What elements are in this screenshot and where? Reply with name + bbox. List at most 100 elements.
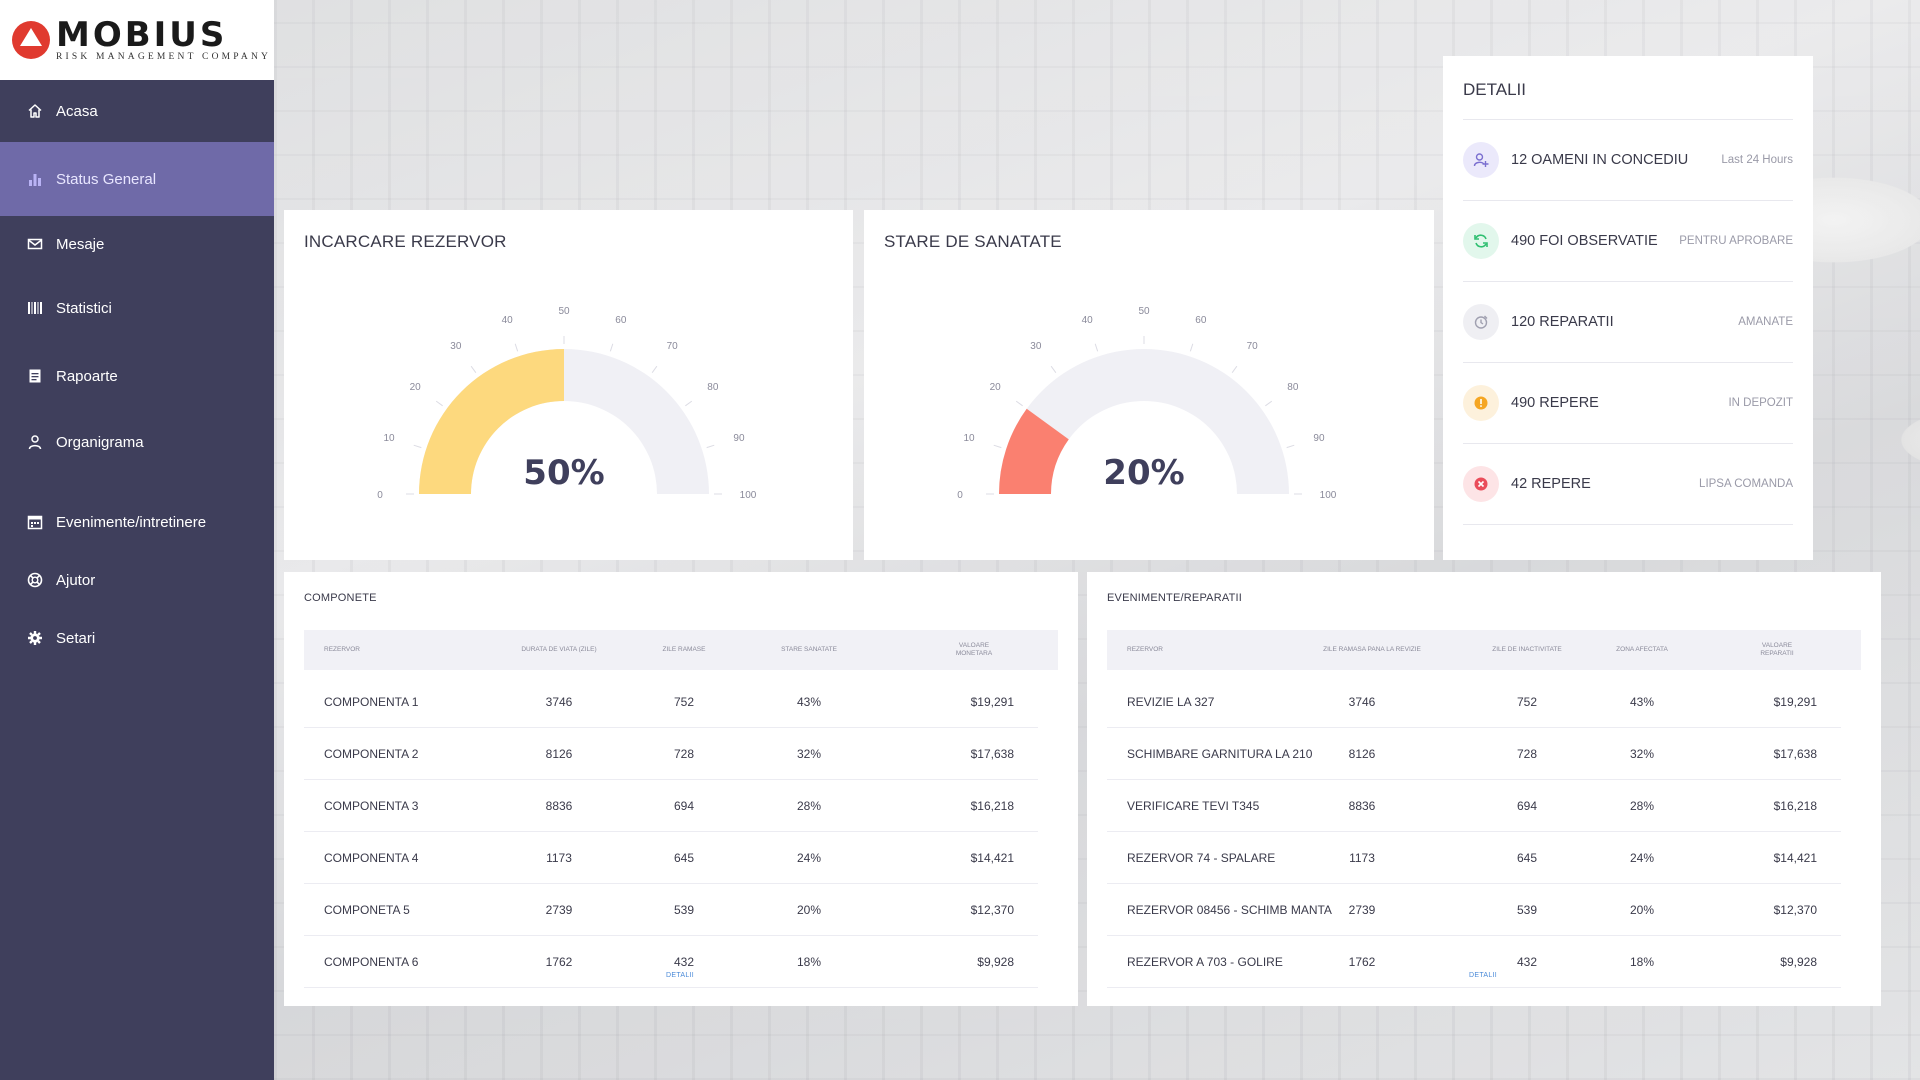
evenimente-table-card: EVENIMENTE/REPARATII REZERVOR ZILE RAMAS… xyxy=(1087,572,1881,1006)
detalii-link[interactable]: DETALII xyxy=(666,972,695,979)
gauge-tick-label: 80 xyxy=(1287,382,1299,393)
table-cell: 432 xyxy=(673,955,695,969)
table-cell: $14,421 xyxy=(970,851,1014,865)
table-cell: 24% xyxy=(796,851,822,865)
table-cell: 645 xyxy=(673,851,695,865)
gauge-tick-label: 70 xyxy=(667,341,679,352)
table-cell: 539 xyxy=(1516,903,1538,917)
sidebar-item-acasa[interactable]: Acasa xyxy=(0,80,274,142)
sidebar-item-organigrama[interactable]: Organigrama xyxy=(0,414,274,470)
details-text: 490 FOI OBSERVATIE xyxy=(1511,233,1658,249)
table-cell: COMPONENTA 1 xyxy=(324,695,419,709)
gauge-tick-label: 10 xyxy=(383,433,395,444)
details-row[interactable]: 490 FOI OBSERVATIE PENTRU APROBARE xyxy=(1463,201,1793,281)
details-card: DETALII 12 OAMENI IN CONCEDIU Last 24 Ho… xyxy=(1443,56,1813,560)
column-header: ZONA AFECTATA xyxy=(1616,646,1668,653)
sidebar-item-mesaje[interactable]: Mesaje xyxy=(0,216,274,272)
sidebar-item-label: Ajutor xyxy=(56,571,96,589)
sidebar-item-ajutor[interactable]: Ajutor xyxy=(0,552,274,608)
divider xyxy=(1463,524,1793,525)
alert-icon xyxy=(1463,385,1499,421)
gauge-value-label: 50% xyxy=(523,453,604,493)
table-row[interactable]: VERIFICARE TEVI T345 8836 694 28% $16,218 xyxy=(1107,780,1841,832)
gauge-tick xyxy=(1189,343,1194,352)
divider xyxy=(1463,119,1793,120)
table-header: REZERVOR DURATA DE VIATA (ZILE) ZILE RAM… xyxy=(304,630,1058,670)
sidebar-item-status-general[interactable]: Status General xyxy=(0,142,274,216)
refresh-icon xyxy=(1463,223,1499,259)
details-row[interactable]: 12 OAMENI IN CONCEDIU Last 24 Hours xyxy=(1463,120,1793,200)
details-row[interactable]: 42 REPERE LIPSA COMANDA xyxy=(1463,444,1793,524)
sidebar-item-rapoarte[interactable]: Rapoarte xyxy=(0,348,274,404)
table-cell: 32% xyxy=(796,747,822,761)
details-row[interactable]: 120 REPARATII AMANATE xyxy=(1463,282,1793,362)
table-cell: 752 xyxy=(673,695,695,709)
gauge-tick-label: 30 xyxy=(450,341,462,352)
gauge-value-label: 20% xyxy=(1103,453,1184,493)
divider xyxy=(1463,362,1793,363)
sidebar-item-statistici[interactable]: Statistici xyxy=(0,280,274,336)
calendar-icon xyxy=(26,513,44,531)
table-cell: COMPONENTA 4 xyxy=(324,851,419,865)
table-cell: $9,928 xyxy=(1780,955,1817,969)
table-row[interactable]: REZERVOR A 703 - GOLIRE 1762 432 18% $9,928 xyxy=(1107,936,1841,988)
column-header: REZERVOR xyxy=(324,646,360,653)
gauge-tick xyxy=(651,365,658,373)
sidebar-item-label: Rapoarte xyxy=(56,367,118,385)
logo[interactable]: MOBIUS RISK MANAGEMENT COMPANY xyxy=(0,0,274,80)
details-row[interactable]: 490 REPERE IN DEPOZIT xyxy=(1463,363,1793,443)
gauge-tick xyxy=(1286,444,1295,449)
gauge-tick-label: 40 xyxy=(1082,315,1094,326)
gauge-tick-label: 100 xyxy=(1320,490,1337,501)
details-meta: LIPSA COMANDA xyxy=(1699,478,1793,490)
gauge-tick-label: 80 xyxy=(707,382,719,393)
table-cell: $9,928 xyxy=(977,955,1014,969)
close-circle-icon xyxy=(1463,466,1499,502)
details-text: 42 REPERE xyxy=(1511,476,1591,492)
table-cell: $14,421 xyxy=(1773,851,1817,865)
gauge-tick-label: 50 xyxy=(558,306,570,317)
table-row[interactable]: REZERVOR 08456 - SCHIMB MANTA 2739 539 20% $… xyxy=(1107,884,1841,936)
sidebar-item-setari[interactable]: Setari xyxy=(0,610,274,666)
detalii-link[interactable]: DETALII xyxy=(1469,972,1498,979)
table-row[interactable]: COMPONENTA 4 1173 645 24% $14,421 xyxy=(304,832,1038,884)
bar-chart-icon xyxy=(26,170,44,188)
table-cell: 1762 xyxy=(1348,955,1376,969)
table-row[interactable]: COMPONENTA 3 8836 694 28% $16,218 xyxy=(304,780,1038,832)
gauge-tick xyxy=(706,444,715,449)
gauge-tick xyxy=(1231,365,1238,373)
table-row[interactable]: REVIZIE LA 327 3746 752 43% $19,291 xyxy=(1107,676,1841,728)
sidebar-item-label: Organigrama xyxy=(56,433,144,451)
details-meta: AMANATE xyxy=(1738,316,1793,328)
gauge-tick-label: 60 xyxy=(1195,315,1207,326)
column-header: ZILE RAMASE xyxy=(662,646,706,653)
table-row[interactable]: SCHIMBARE GARNITURA LA 210 8126 728 32% $17,… xyxy=(1107,728,1841,780)
details-text: 12 OAMENI IN CONCEDIU xyxy=(1511,152,1689,168)
table-row[interactable]: COMPONETA 5 2739 539 20% $12,370 xyxy=(304,884,1038,936)
sidebar-item-evenimente[interactable]: Evenimente/intretinere xyxy=(0,494,274,550)
gauge-chart: 0 10 20 30 40 50 60 70 80 90 100 50% xyxy=(377,306,757,501)
gauge-tick xyxy=(993,444,1002,449)
table-row[interactable]: COMPONENTA 6 1762 432 18% $9,928 xyxy=(304,936,1038,988)
table-cell: REZERVOR 08456 - SCHIMB MANTA xyxy=(1127,903,1332,917)
componente-table-card: COMPONETE REZERVOR DURATA DE VIATA (ZILE… xyxy=(284,572,1078,1006)
table-cell: 2739 xyxy=(545,903,573,917)
table-cell: $12,370 xyxy=(1773,903,1817,917)
user-icon xyxy=(26,433,44,451)
gauge-tick xyxy=(609,343,614,352)
column-header: VALOARE MONETARA xyxy=(955,642,993,657)
details-text: 120 REPARATII xyxy=(1511,314,1614,330)
table-row[interactable]: COMPONENTA 2 8126 728 32% $17,638 xyxy=(304,728,1038,780)
table-cell: 43% xyxy=(796,695,822,709)
table-row[interactable]: COMPONENTA 1 3746 752 43% $19,291 xyxy=(304,676,1038,728)
table-cell: 3746 xyxy=(545,695,573,709)
card-title: STARE DE SANATATE xyxy=(884,232,1062,251)
table-cell: 539 xyxy=(673,903,695,917)
table-row[interactable]: REZERVOR 74 - SPALARE 1173 645 24% $14,421 xyxy=(1107,832,1841,884)
gauge-tick-label: 70 xyxy=(1247,341,1259,352)
gauge-tick xyxy=(1265,400,1273,407)
table-cell: 28% xyxy=(1629,799,1655,813)
table-title: COMPONETE xyxy=(304,592,377,604)
barcode-icon xyxy=(26,299,44,317)
table-cell: $19,291 xyxy=(1773,695,1817,709)
